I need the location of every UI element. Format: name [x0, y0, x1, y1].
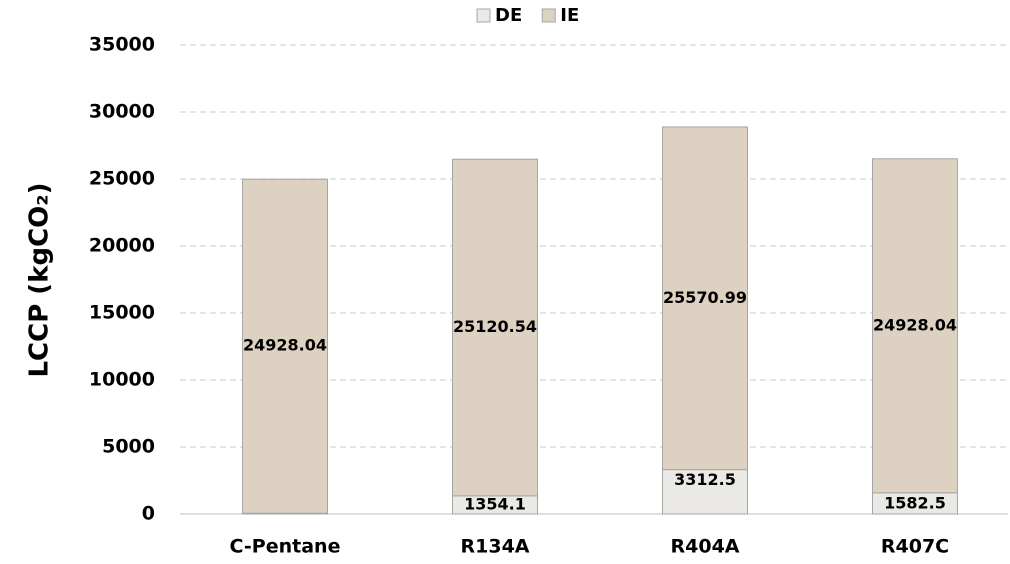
bar-segment — [452, 158, 538, 497]
x-tick-label: R404A — [671, 536, 740, 558]
x-tick-label: R134A — [461, 536, 530, 558]
data-label: 24928.04 — [243, 336, 327, 355]
legend-label: IE — [560, 5, 579, 26]
x-tick-label: C-Pentane — [230, 536, 341, 558]
legend-swatch — [476, 8, 491, 23]
y-tick-label: 25000 — [89, 168, 155, 190]
legend-label: DE — [495, 5, 522, 26]
y-tick-label: 15000 — [89, 302, 155, 324]
data-label: 1354.1 — [464, 495, 526, 514]
y-tick-label: 10000 — [89, 369, 155, 391]
y-tick-label: 20000 — [89, 235, 155, 257]
legend-swatch — [541, 8, 556, 23]
bar-segment — [872, 158, 958, 494]
bar-segment — [242, 178, 328, 514]
y-tick-label: 35000 — [89, 34, 155, 56]
y-tick-label: 0 — [142, 503, 155, 525]
x-tick-label: R407C — [881, 536, 949, 558]
y-axis-title: LCCP (kgCO₂) — [25, 182, 55, 377]
bar-segment — [662, 126, 748, 471]
data-label: 24928.04 — [873, 315, 957, 334]
data-label: 25570.99 — [663, 288, 747, 307]
y-tick-label: 30000 — [89, 101, 155, 123]
y-tick-label: 5000 — [102, 436, 155, 458]
data-label: 25120.54 — [453, 317, 537, 336]
data-label: 1582.5 — [884, 493, 946, 512]
data-label: 3312.5 — [674, 470, 736, 489]
